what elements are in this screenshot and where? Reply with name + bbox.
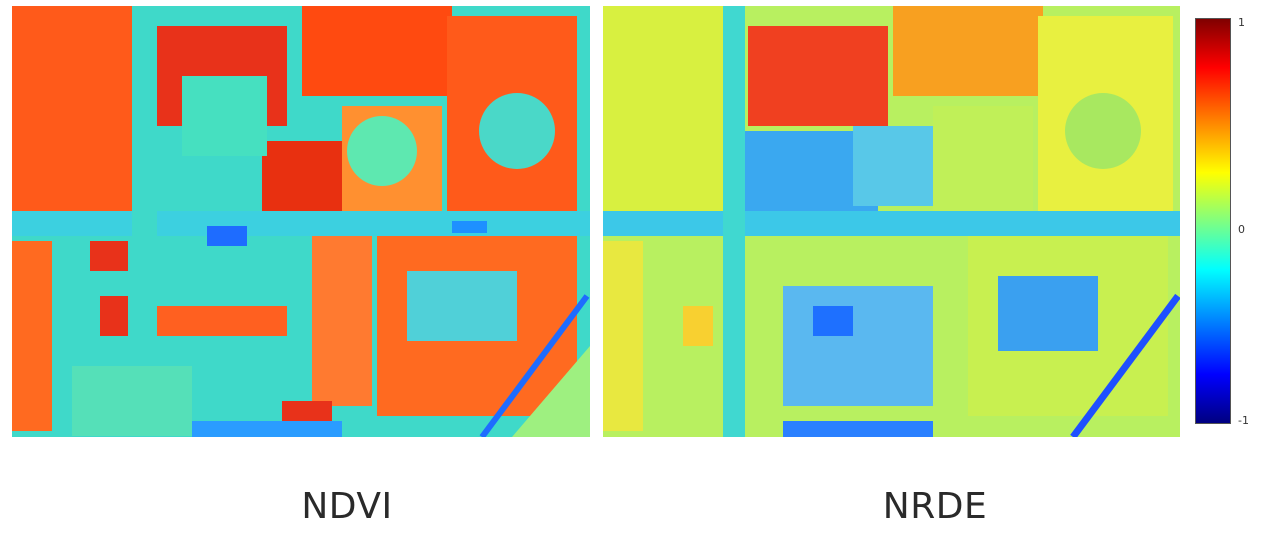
ndvi-caption: NDVI [301,486,393,527]
nrde-caption: NRDE [882,486,988,527]
colorbar-tick-min: -1 [1238,414,1249,427]
colorbar-tick-max: 1 [1238,16,1245,29]
colorbar-tick-mid: 0 [1238,223,1245,236]
ndvi-map [12,6,590,437]
nrde-map [603,6,1180,437]
colorbar [1195,18,1231,424]
